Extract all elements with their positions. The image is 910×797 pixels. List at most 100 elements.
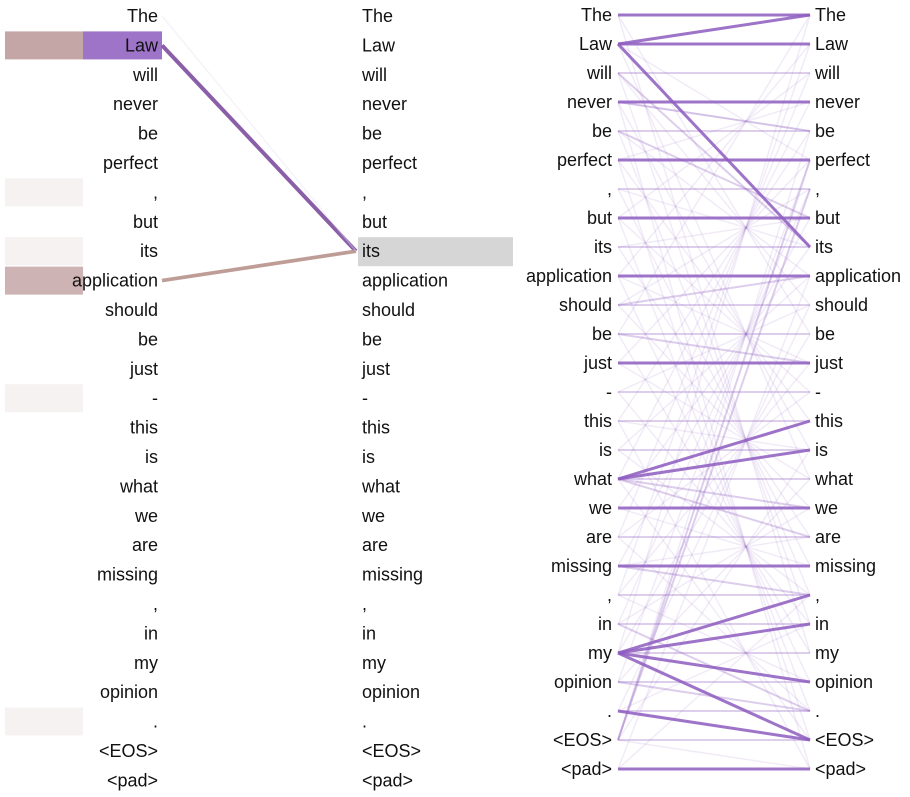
right-target-token: will [814, 63, 840, 83]
faint-attention-link [617, 188, 811, 625]
faint-attention-link [617, 507, 811, 567]
right-target-token: <EOS> [815, 730, 874, 750]
strong-attention-link [617, 651, 811, 742]
middle-token: are [362, 535, 388, 555]
middle-token: missing [362, 565, 423, 585]
faint-attention-link [617, 101, 811, 480]
right-source-token: <pad> [561, 759, 612, 779]
medium-attention-link [617, 333, 811, 364]
faint-attention-link [617, 362, 811, 596]
right-target-token: <pad> [815, 759, 866, 779]
right-target-token: - [815, 382, 821, 402]
right-source-token: . [607, 701, 612, 721]
right-target-token: , [815, 585, 820, 605]
right-target-token: Law [815, 34, 849, 54]
left-token: opinion [100, 682, 158, 702]
faint-attention-link [617, 217, 811, 248]
left-token: will [132, 65, 158, 85]
middle-token: The [362, 6, 393, 26]
faint-attention-link [617, 536, 811, 567]
faint-attention-link [617, 101, 811, 132]
faint-attention-link [617, 101, 811, 161]
left-token: be [138, 329, 158, 349]
faint-attention-link [617, 333, 811, 654]
middle-token: <pad> [362, 770, 413, 790]
middle-token: application [362, 271, 448, 291]
faint-attention-link [617, 449, 811, 741]
left-token: just [129, 359, 158, 379]
faint-attention-link [617, 72, 811, 625]
strong-attention-link [617, 709, 811, 742]
right-target-token: The [815, 5, 846, 25]
left-token: be [138, 124, 158, 144]
right-target-token: in [815, 614, 829, 634]
middle-token: be [362, 124, 382, 144]
left-token: , [153, 594, 158, 614]
left-attention-lines [160, 15, 358, 283]
left-token: this [130, 418, 158, 438]
left-token: - [152, 388, 158, 408]
right-target-token: opinion [815, 672, 873, 692]
faint-attention-link [617, 72, 811, 306]
faint-attention-link [617, 594, 811, 770]
right-source-token: be [592, 121, 612, 141]
faint-attention-link [617, 304, 811, 393]
middle-token: what [361, 476, 400, 496]
right-source-token-column: The Law will never be perfect, but its applicati… [526, 5, 613, 779]
right-source-token: application [526, 266, 612, 286]
left-token: we [134, 506, 158, 526]
middle-token: its [362, 241, 380, 261]
right-source-token: my [588, 643, 612, 663]
strong-attention-link [617, 448, 811, 481]
faint-attention-link [617, 739, 811, 770]
right-target-token: what [814, 469, 853, 489]
faint-attention-link [617, 14, 811, 335]
query-token-highlight [358, 237, 513, 267]
right-source-token: this [584, 411, 612, 431]
strong-attention-link [616, 42, 812, 249]
right-source-token: never [567, 92, 612, 112]
middle-token: this [362, 418, 390, 438]
right-target-token: this [815, 411, 843, 431]
faint-attention-link [617, 72, 811, 538]
left-token: is [145, 447, 158, 467]
right-attention-links [616, 13, 812, 771]
faint-attention-link [617, 14, 811, 654]
middle-token: Law [362, 35, 396, 55]
faint-attention-link [617, 130, 811, 277]
middle-token: we [361, 506, 385, 526]
strong-attention-link [617, 593, 811, 655]
strong-attention-link [617, 651, 811, 684]
strong-attention-link [617, 13, 811, 46]
middle-token: just [361, 359, 390, 379]
faint-attention-link [617, 159, 811, 422]
middle-token: should [362, 300, 415, 320]
left-faint-highlight [5, 237, 83, 266]
right-target-token: be [815, 324, 835, 344]
middle-token: , [362, 182, 367, 202]
right-target-token: just [814, 353, 843, 373]
faint-attention-link [617, 101, 811, 770]
left-token: The [127, 6, 158, 26]
faint-attention-link [617, 246, 811, 509]
faint-attention-link [617, 275, 811, 770]
faint-attention-link [617, 14, 811, 335]
left-attention-line [160, 44, 358, 253]
faint-attention-link [617, 130, 811, 741]
medium-attention-link [617, 478, 811, 509]
right-source-token: , [607, 179, 612, 199]
right-source-token: <EOS> [553, 730, 612, 750]
faint-attention-link [617, 188, 811, 567]
right-target-token: perfect [815, 150, 870, 170]
right-target-token: missing [815, 556, 876, 576]
right-source-token: just [583, 353, 612, 373]
right-target-token: never [815, 92, 860, 112]
right-source-token: in [598, 614, 612, 634]
right-source-token: its [594, 237, 612, 257]
middle-token-column: The Law will never be perfect, but its applicati… [361, 6, 448, 790]
strong-attention-link [617, 419, 811, 481]
right-source-token: we [588, 498, 612, 518]
middle-token: is [362, 447, 375, 467]
faint-attention-link [617, 188, 811, 306]
left-attention-line [161, 249, 357, 283]
